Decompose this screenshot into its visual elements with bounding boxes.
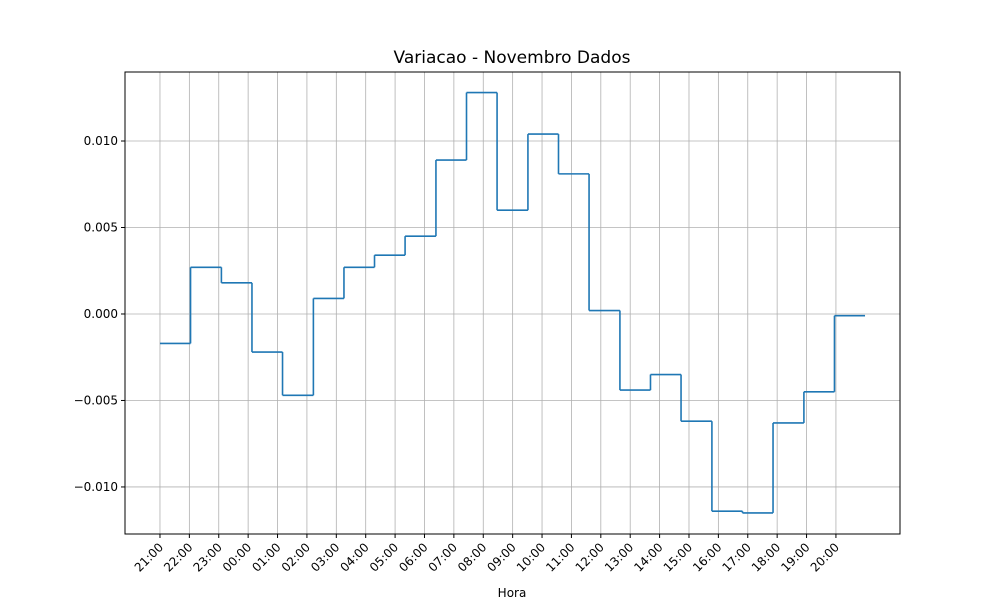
x-tick-label: 00:00 [220,540,254,574]
x-tick-label: 15:00 [661,540,695,574]
y-tick-label: 0.000 [84,307,118,321]
x-tick-label: 23:00 [191,540,225,574]
x-axis-label: Hora [498,586,527,600]
x-tick-label: 01:00 [249,540,283,574]
y-tick-label: −0.010 [74,480,118,494]
x-tick-label: 20:00 [808,540,842,574]
x-tick-label: 03:00 [308,540,342,574]
chart-title: Variacao - Novembro Dados [394,48,631,68]
y-tick-label: −0.005 [74,393,118,407]
x-tick-label: 18:00 [749,540,783,574]
y-tick-label: 0.010 [84,134,118,148]
x-tick-label: 06:00 [396,540,430,574]
x-tick-label: 14:00 [631,540,665,574]
plot-frame [124,71,901,535]
x-tick-label: 13:00 [602,540,636,574]
x-tick-label: 22:00 [161,540,195,574]
y-tick-label: 0.005 [84,220,118,234]
x-tick-label: 04:00 [337,540,371,574]
x-tick-label: 10:00 [514,540,548,574]
x-tick-label: 12:00 [573,540,607,574]
x-tick-label: 09:00 [484,540,518,574]
x-tick-label: 16:00 [690,540,724,574]
x-tick-label: 11:00 [543,540,577,574]
x-tick-label: 05:00 [367,540,401,574]
x-tick-label: 07:00 [426,540,460,574]
x-tick-label: 08:00 [455,540,489,574]
x-tick-label: 21:00 [132,540,166,574]
x-tick-label: 19:00 [778,540,812,574]
x-tick-label: 02:00 [279,540,313,574]
x-tick-label: 17:00 [720,540,754,574]
